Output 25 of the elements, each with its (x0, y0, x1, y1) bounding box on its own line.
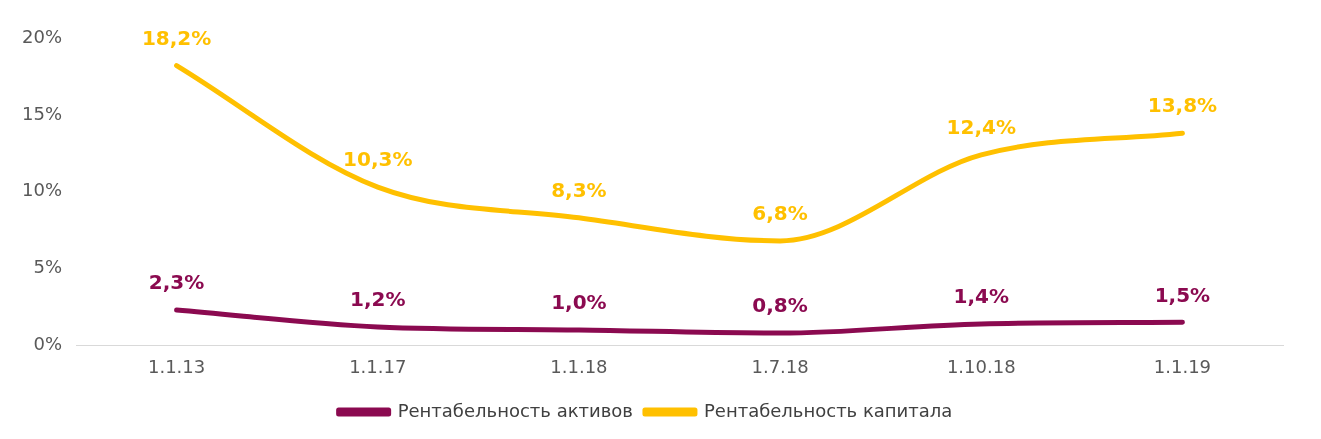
data-label: 1,5% (1154, 282, 1211, 307)
data-label: 13,8% (1147, 93, 1218, 118)
y-tick-label: 5% (33, 256, 63, 278)
x-tick-label: 1.10.18 (946, 355, 1016, 377)
y-tick-label: 20% (21, 25, 63, 47)
x-tick-label: 1.1.18 (550, 355, 608, 377)
data-label: 12,4% (946, 115, 1016, 140)
data-label: 1,0% (551, 290, 607, 315)
y-tick-label: 0% (33, 333, 63, 355)
data-label: 18,2% (141, 25, 212, 50)
data-label: 1,2% (350, 287, 406, 312)
y-tick-label: 15% (21, 102, 63, 124)
legend-label: Рентабельность капитала (703, 399, 953, 421)
data-label: 6,8% (752, 201, 808, 226)
data-label: 10,3% (343, 147, 413, 172)
data-label: 8,3% (551, 178, 607, 203)
data-label: 2,3% (148, 270, 205, 295)
data-label: 1,4% (953, 284, 1009, 309)
x-tick-label: 1.1.19 (1153, 355, 1212, 377)
data-label: 0,8% (752, 293, 808, 318)
x-tick-label: 1.1.13 (147, 355, 206, 377)
y-tick-label: 10% (21, 179, 63, 201)
x-tick-label: 1.7.18 (751, 355, 809, 377)
legend-label: Рентабельность активов (397, 399, 633, 421)
x-tick-label: 1.1.17 (349, 355, 407, 377)
